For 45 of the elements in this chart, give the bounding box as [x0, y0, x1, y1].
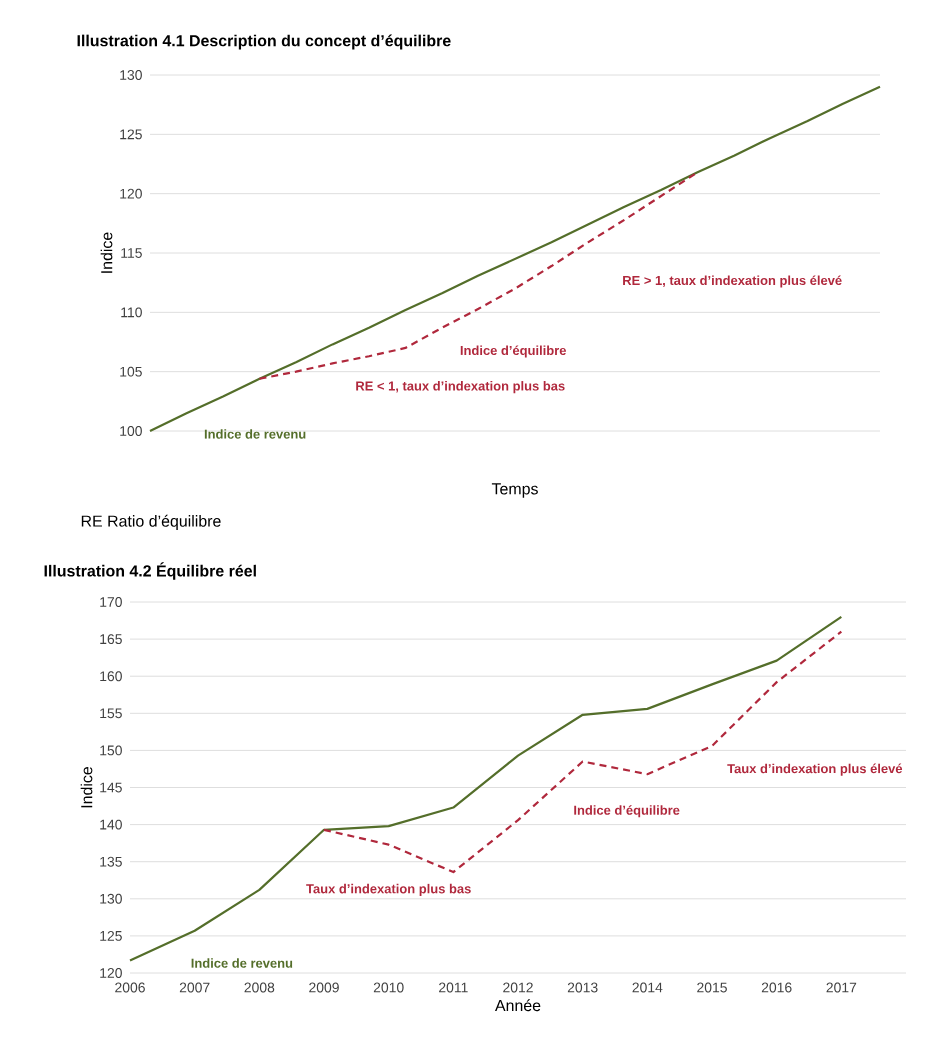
- annotation: RE < 1, taux d’indexation plus bas: [356, 381, 565, 394]
- x-tick-label: 2017: [826, 982, 857, 993]
- y-tick-label: 140: [100, 819, 122, 830]
- annotation: Taux d’indexation plus bas: [306, 883, 471, 896]
- y-tick-label: 155: [100, 708, 122, 719]
- y-tick-label: 115: [121, 248, 142, 258]
- y-tick-label: 130: [100, 893, 122, 904]
- y-tick-label: 100: [120, 426, 142, 436]
- x-tick-label: 2007: [179, 982, 210, 993]
- x-tick-label: 2014: [632, 982, 663, 993]
- series-label: Indice de revenu: [191, 958, 293, 968]
- y-tick-label: 110: [121, 307, 142, 318]
- series-label: Indice de revenu: [204, 429, 306, 439]
- x-tick-label: 2006: [115, 982, 145, 993]
- x-tick-label: 2008: [244, 982, 275, 993]
- annotation: RE > 1, taux d’indexation plus élevé: [623, 275, 842, 288]
- chart-title: Illustration 4.1 Description du concept d’équilibre: [77, 34, 451, 50]
- y-tick-label: 150: [100, 745, 122, 756]
- y-tick-label: 145: [100, 782, 122, 793]
- y-tick-label: 105: [120, 366, 142, 377]
- x-tick-label: 2015: [697, 982, 727, 993]
- y-tick-label: 125: [100, 930, 122, 941]
- x-tick-label: 2011: [439, 982, 468, 993]
- x-tick-label: 2016: [761, 982, 792, 993]
- y-tick-label: 160: [100, 671, 122, 682]
- x-tick-label: 2009: [309, 982, 339, 993]
- y-tick-label: 165: [100, 634, 122, 645]
- y-tick-label: 125: [120, 129, 142, 140]
- y-tick-label: 135: [100, 856, 122, 867]
- x-tick-label: 2013: [567, 982, 598, 993]
- series-label: Indice d’équilibre: [460, 345, 566, 358]
- y-axis-title: Indice: [80, 766, 93, 808]
- text: Indice d’équilibre: [574, 805, 680, 818]
- y-tick-label: 170: [100, 597, 122, 607]
- x-tick-label: 2010: [373, 982, 404, 993]
- y-tick-label: 120: [120, 188, 142, 199]
- x-axis-title: Année: [494, 999, 541, 1012]
- text: RE Ratio d’équilibre: [81, 514, 221, 530]
- y-axis-title: Indice: [100, 232, 113, 273]
- x-axis-title: Temps: [491, 483, 538, 498]
- chart-title: Illustration 4.2 Équilibre réel: [44, 562, 256, 580]
- y-tick-label: 130: [120, 70, 142, 80]
- annotation: Taux d’indexation plus élevé: [727, 763, 903, 776]
- x-tick-label: 2012: [503, 982, 533, 993]
- y-tick-label: 120: [100, 968, 122, 978]
